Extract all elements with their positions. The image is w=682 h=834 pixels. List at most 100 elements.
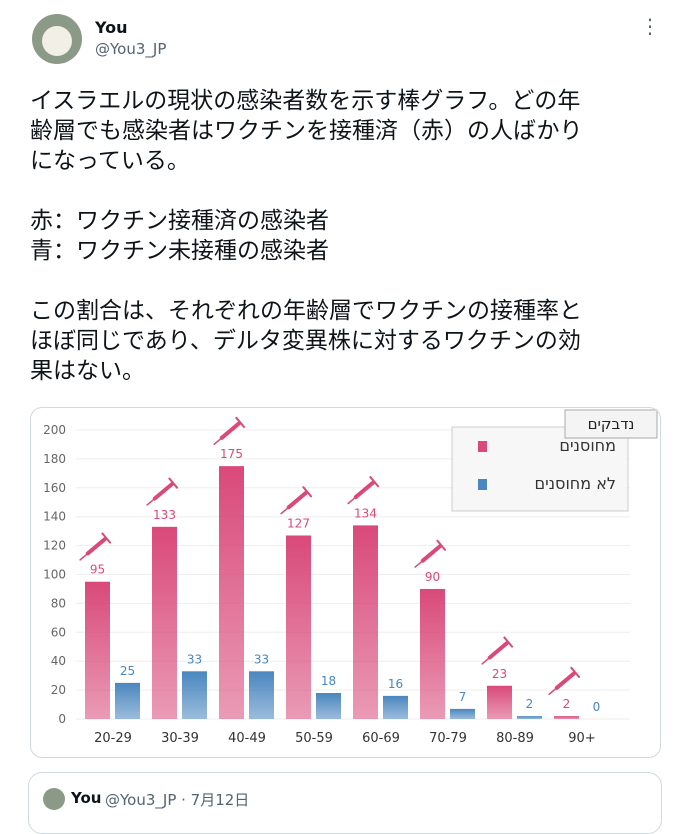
bar xyxy=(487,685,512,719)
syringe-grip xyxy=(503,636,514,648)
data-label: 23 xyxy=(492,667,507,681)
text-line: この割合は、それぞれの年齢層でワクチンの接種率と xyxy=(30,298,582,324)
syringe-needle xyxy=(481,656,491,665)
x-tick-label: 40-49 xyxy=(228,731,266,746)
syringe-needle xyxy=(414,559,424,568)
quoted-name: You xyxy=(71,789,102,807)
syringe-icon xyxy=(280,486,313,515)
x-tick-label: 30-39 xyxy=(161,731,199,746)
syringe-grip xyxy=(369,476,380,488)
x-tick-label: 80-89 xyxy=(496,731,534,746)
page: You @You3_JP ⋮ イスラエルの現状の感染者数を示す棒グラフ。どの年齢… xyxy=(28,14,670,834)
chart: 02040608010012014016018020020-29952530-3… xyxy=(43,409,658,746)
legend-label: מחוסנים xyxy=(559,436,616,455)
syringe-icon xyxy=(414,539,447,568)
avatar[interactable] xyxy=(32,14,82,64)
syringe-icon xyxy=(213,416,246,446)
text-line: 赤：ワクチン接種済の感染者 xyxy=(30,208,329,234)
user-handle[interactable]: @You3_JP xyxy=(95,40,167,58)
paragraph: この割合は、それぞれの年齢層でワクチンの接種率と ほぼ同じであり、デルタ変異株に対… xyxy=(30,296,670,386)
tweet-text: イスラエルの現状の感染者数を示す棒グラフ。どの年 齢層でも感染者はワクチンを接種済… xyxy=(30,86,670,416)
data-label: 133 xyxy=(153,508,176,522)
y-tick-label: 120 xyxy=(43,539,66,553)
data-label: 127 xyxy=(287,516,310,530)
data-label: 2 xyxy=(563,697,571,711)
legend-label: לא מחוסנים xyxy=(534,474,616,493)
y-tick-label: 200 xyxy=(43,423,66,437)
syringe-icon xyxy=(347,476,380,505)
x-tick-label: 90+ xyxy=(568,731,595,746)
syringe-body xyxy=(152,482,174,501)
syringe-icon xyxy=(79,532,112,561)
syringe-needle xyxy=(347,496,357,505)
x-tick-label: 50-59 xyxy=(295,731,333,746)
syringe-grip xyxy=(101,532,112,544)
text-line: イスラエルの現状の感染者数を示す棒グラフ。どの年 xyxy=(30,88,581,114)
syringe-grip xyxy=(570,666,581,678)
y-tick-label: 80 xyxy=(51,596,66,610)
text-line: 青：ワクチン未接種の感染者 xyxy=(30,238,329,264)
legend-swatch xyxy=(478,479,487,490)
bar xyxy=(316,692,341,719)
syringe-grip xyxy=(436,539,447,551)
y-tick-label: 160 xyxy=(43,481,66,495)
syringe-body xyxy=(487,641,509,660)
syringe-needle xyxy=(280,506,290,515)
bar xyxy=(286,535,311,719)
more-button[interactable]: ⋮ xyxy=(640,14,660,38)
y-tick-label: 40 xyxy=(51,654,66,668)
syringe-icon xyxy=(146,477,179,506)
y-tick-label: 140 xyxy=(43,510,66,524)
syringe-grip xyxy=(168,477,179,489)
syringe-body xyxy=(554,671,576,690)
data-label: 175 xyxy=(220,447,243,461)
syringe-grip xyxy=(235,416,246,429)
x-tick-label: 70-79 xyxy=(429,731,467,746)
data-label: 0 xyxy=(593,700,601,714)
y-tick-label: 180 xyxy=(43,452,66,466)
syringe-needle xyxy=(548,687,558,696)
y-tick-label: 0 xyxy=(58,712,66,726)
bar xyxy=(115,682,140,719)
bar xyxy=(219,466,244,719)
y-tick-label: 20 xyxy=(51,683,66,697)
syringe-icon xyxy=(481,636,514,665)
data-label: 90 xyxy=(425,570,440,584)
bar xyxy=(420,588,445,719)
syringe-grip xyxy=(302,486,313,498)
syringe-body xyxy=(286,491,308,510)
legend-swatch xyxy=(478,441,487,452)
data-label: 134 xyxy=(354,506,377,520)
data-label: 7 xyxy=(459,690,467,704)
data-label: 33 xyxy=(187,652,202,666)
bar xyxy=(450,708,475,719)
quoted-tweet[interactable]: You @You3_JP · 7月12日 xyxy=(28,772,662,834)
x-tick-label: 20-29 xyxy=(94,731,132,746)
y-tick-label: 60 xyxy=(51,625,66,639)
bar xyxy=(182,671,207,719)
legend-title: נדבקים xyxy=(588,415,635,433)
paragraph: 赤：ワクチン接種済の感染者 青：ワクチン未接種の感染者 xyxy=(30,206,670,266)
data-label: 16 xyxy=(388,677,403,691)
user-name[interactable]: You xyxy=(95,18,128,37)
x-tick-label: 60-69 xyxy=(362,731,400,746)
data-label: 95 xyxy=(90,563,105,577)
bar xyxy=(383,695,408,719)
data-label: 33 xyxy=(254,652,269,666)
syringe-body xyxy=(420,544,442,563)
syringe-needle xyxy=(213,437,223,446)
syringe-body xyxy=(353,480,375,500)
y-tick-label: 100 xyxy=(43,568,66,582)
data-label: 2 xyxy=(526,697,534,711)
quoted-meta: @You3_JP · 7月12日 xyxy=(105,791,250,809)
text-line: 齢層でも感染者はワクチンを接種済（赤）の人ばかり xyxy=(30,118,583,144)
bar xyxy=(249,671,274,719)
syringe-needle xyxy=(79,552,89,561)
text-line: 果はない。 xyxy=(30,358,145,384)
quoted-avatar xyxy=(43,788,65,810)
legend-title-box xyxy=(564,409,658,439)
bar xyxy=(554,716,579,719)
bar xyxy=(517,716,542,719)
data-label: 25 xyxy=(120,664,135,678)
bar xyxy=(152,526,177,719)
